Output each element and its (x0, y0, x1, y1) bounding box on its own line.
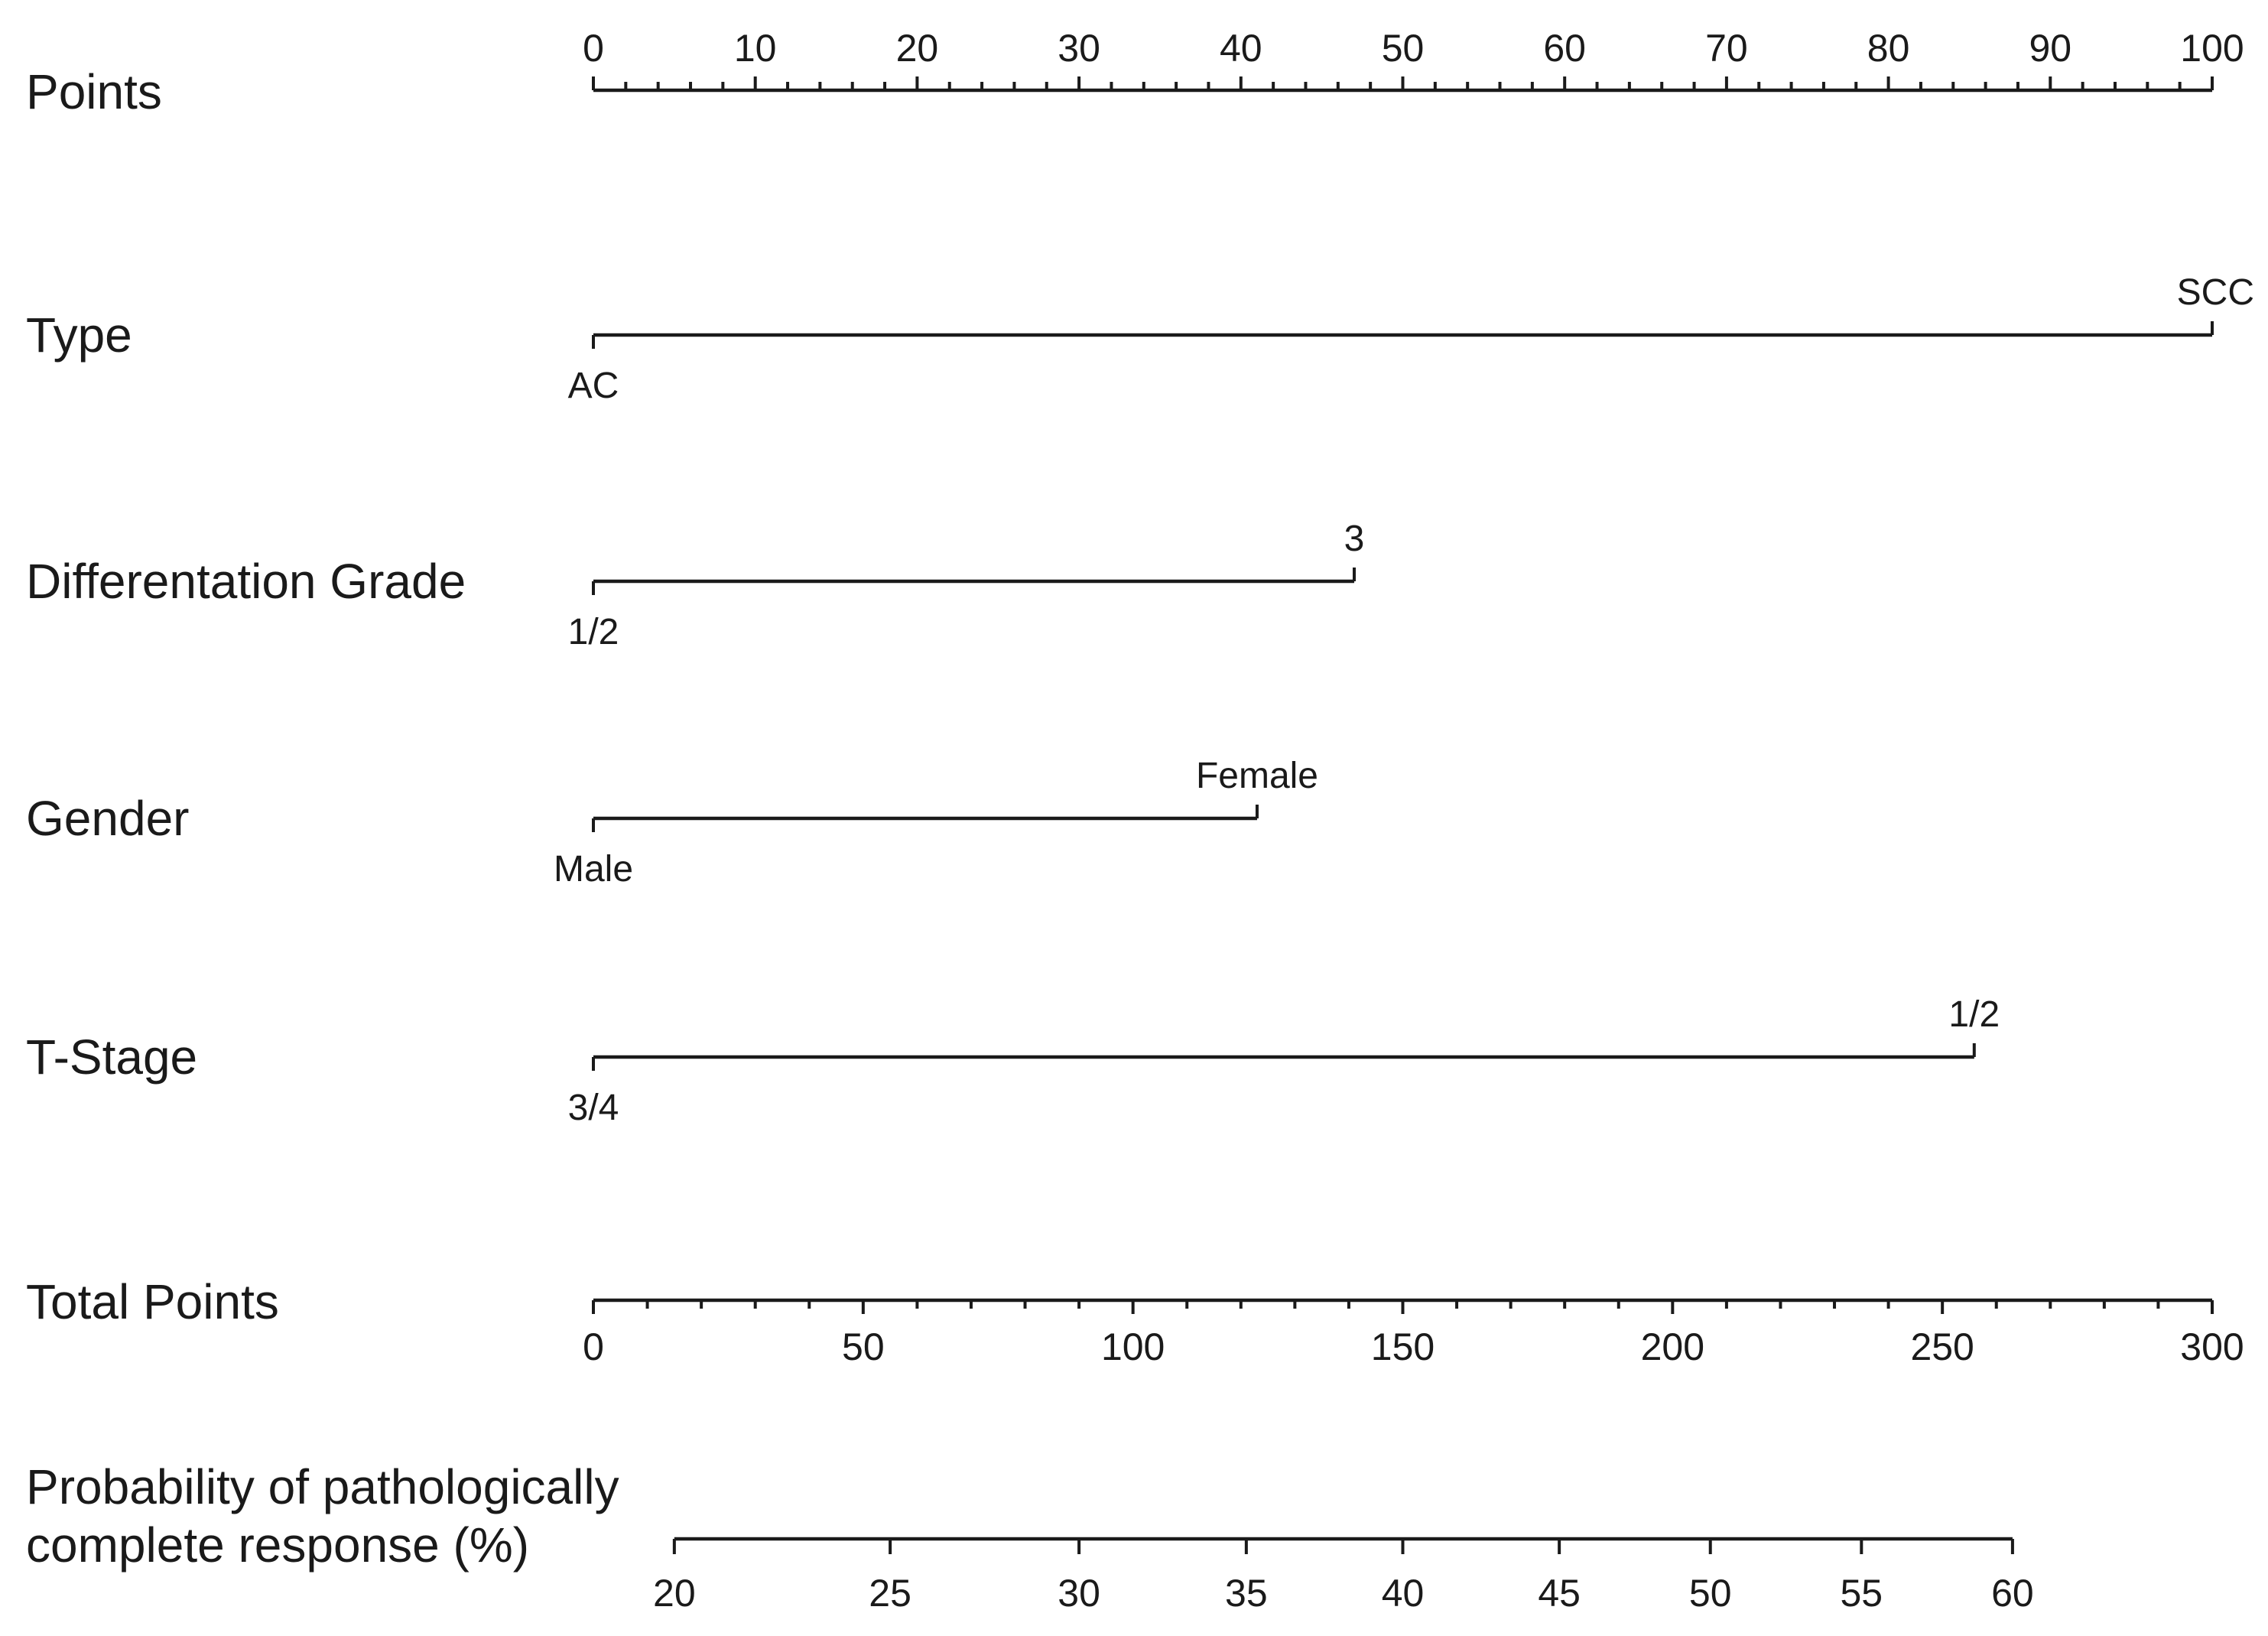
probability-tick-label: 45 (1538, 1572, 1581, 1615)
total-tick-label: 300 (2180, 1325, 2244, 1368)
total-tick-label: 100 (1101, 1325, 1165, 1368)
variable-label: Gender (26, 791, 189, 846)
probability-tick-label: 25 (869, 1572, 911, 1615)
level-label: SCC (2177, 272, 2254, 313)
level-label: Female (1196, 756, 1318, 796)
level-label: 1/2 (568, 612, 619, 652)
total-points-label: Total Points (26, 1274, 279, 1329)
total-tick-label: 150 (1371, 1325, 1435, 1368)
points-tick-label: 50 (1382, 27, 1425, 70)
points-tick-label: 30 (1058, 27, 1100, 70)
probability-tick-label: 50 (1689, 1572, 1732, 1615)
probability-label-line-2: complete response (%) (26, 1517, 529, 1573)
probability-tick-label: 60 (1991, 1572, 2034, 1615)
level-label: AC (568, 366, 619, 406)
points-tick-label: 70 (1705, 27, 1748, 70)
points-axis-label: Points (26, 64, 162, 119)
points-tick-label: 20 (896, 27, 939, 70)
variable-label: Differentation Grade (26, 554, 466, 609)
points-tick-label: 60 (1543, 27, 1586, 70)
total-tick-label: 0 (583, 1325, 604, 1368)
probability-tick-label: 55 (1841, 1572, 1883, 1615)
variable-label: Type (26, 307, 132, 363)
level-label: 1/2 (1948, 994, 2000, 1035)
level-label: Male (554, 849, 633, 890)
total-tick-label: 250 (1910, 1325, 1974, 1368)
total-tick-label: 50 (842, 1325, 885, 1368)
points-tick-label: 10 (734, 27, 777, 70)
probability-tick-label: 40 (1382, 1572, 1425, 1615)
probability-tick-label: 20 (653, 1572, 696, 1615)
probability-tick-label: 35 (1225, 1572, 1268, 1615)
level-label: 3/4 (568, 1088, 619, 1128)
probability-tick-label: 30 (1058, 1572, 1100, 1615)
points-tick-label: 80 (1867, 27, 1910, 70)
points-tick-label: 90 (2029, 27, 2071, 70)
points-tick-label: 0 (583, 27, 604, 70)
level-label: 3 (1344, 519, 1365, 559)
points-tick-label: 100 (2180, 27, 2244, 70)
variable-label: T-Stage (26, 1029, 197, 1085)
points-tick-label: 40 (1220, 27, 1262, 70)
probability-label-line-1: Probability of pathologically (26, 1459, 619, 1514)
total-tick-label: 200 (1641, 1325, 1704, 1368)
